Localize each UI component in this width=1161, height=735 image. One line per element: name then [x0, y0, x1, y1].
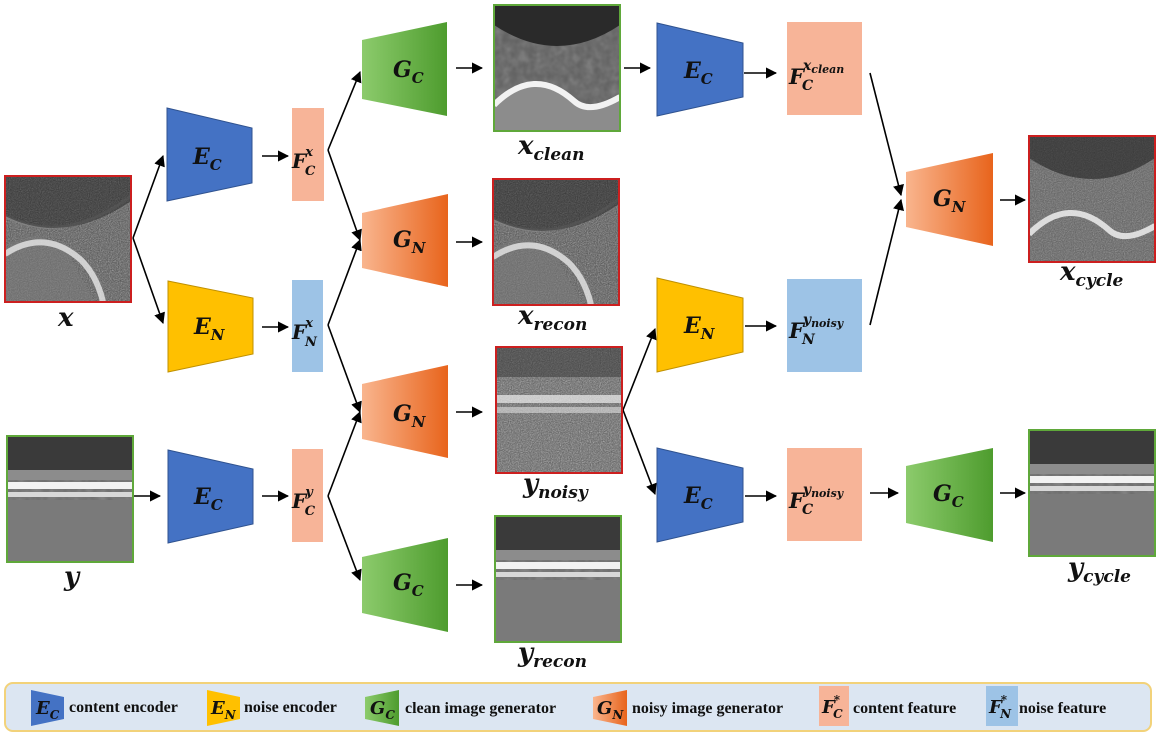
- legend: EC content encoder EN noise encoder GC c…: [4, 682, 1152, 732]
- image-y-input: [6, 435, 134, 563]
- svg-text:GC: GC: [370, 698, 395, 722]
- svg-text:EC: EC: [35, 698, 60, 722]
- content-feature-x: Fx C: [291, 108, 324, 201]
- clean-generator-2: GC: [362, 538, 448, 632]
- image-x-input: [4, 175, 132, 303]
- content-feature-x-clean: Fxclean C: [787, 22, 862, 115]
- clean-generator-1: GC: [362, 22, 447, 116]
- image-x-recon: [492, 178, 620, 306]
- noise-feature-y-noisy: Fynoisy N: [787, 279, 862, 372]
- image-y-recon: [494, 515, 622, 643]
- noisy-generator-2: GN: [362, 365, 448, 458]
- label-y-cycle: ycycle: [1067, 553, 1131, 587]
- content-encoder-x-clean: EC: [656, 22, 744, 117]
- svg-text:GN: GN: [597, 698, 624, 722]
- svg-text:noise feature: noise feature: [1019, 700, 1106, 717]
- label-x-cycle: xcycle: [1059, 257, 1124, 291]
- svg-text:EC: EC: [683, 483, 713, 513]
- legend-item-noisy-generator: GN noisy image generator: [593, 690, 783, 726]
- svg-text:GC: GC: [933, 481, 964, 511]
- svg-text:EN: EN: [193, 314, 226, 344]
- content-encoder-y: EC: [167, 449, 254, 544]
- noisy-generator-cycle: GN: [906, 153, 993, 246]
- svg-text:F*C: F* C: [821, 693, 843, 721]
- label-y-noisy: ynoisy: [522, 469, 589, 503]
- svg-text:EC: EC: [193, 484, 223, 514]
- content-feature-y-noisy: Fynoisy C: [787, 448, 862, 541]
- content-encoder-y-noisy: EC: [656, 447, 744, 543]
- svg-text:EN: EN: [210, 698, 237, 722]
- label-x: x: [57, 303, 74, 333]
- svg-text:content feature: content feature: [853, 700, 956, 717]
- svg-text:EN: EN: [683, 313, 716, 343]
- svg-text:GN: GN: [933, 186, 967, 216]
- svg-text:FxN: Fx N: [291, 316, 318, 350]
- legend-item-clean-generator: GC clean image generator: [365, 690, 556, 726]
- noise-encoder-x: EN: [167, 280, 254, 373]
- svg-text:content encoder: content encoder: [69, 699, 178, 716]
- content-encoder-x: EC: [166, 107, 253, 202]
- svg-text:GN: GN: [393, 401, 427, 431]
- flow-arrows: [132, 62, 1027, 591]
- label-x-clean: xclean: [517, 131, 585, 165]
- noisy-generator-1: GN: [362, 194, 448, 287]
- label-y: y: [63, 562, 81, 592]
- legend-item-content-feature: F* C content feature: [819, 686, 956, 726]
- svg-text:FyC: Fy C: [291, 485, 316, 519]
- noise-encoder-y-noisy: EN: [656, 277, 744, 373]
- legend-item-noise-feature: F* N noise feature: [986, 686, 1106, 726]
- svg-text:GN: GN: [393, 227, 427, 257]
- legend-item-content-encoder: EC content encoder: [31, 690, 178, 726]
- svg-text:GC: GC: [393, 570, 424, 600]
- noise-feature-x: Fx N: [291, 280, 323, 372]
- label-y-recon: yrecon: [517, 638, 587, 672]
- svg-text:FxC: Fx C: [291, 145, 316, 179]
- svg-text:EC: EC: [192, 144, 222, 174]
- image-x-clean: [493, 4, 621, 132]
- image-x-cycle: [1028, 135, 1156, 263]
- svg-text:F*N: F* N: [988, 693, 1012, 721]
- image-y-cycle: [1028, 429, 1156, 557]
- image-y-noisy: [495, 346, 623, 474]
- svg-text:EC: EC: [683, 58, 713, 88]
- svg-text:noise encoder: noise encoder: [244, 699, 337, 716]
- content-feature-y: Fy C: [291, 449, 323, 542]
- svg-text:noisy image generator: noisy image generator: [632, 700, 783, 717]
- label-x-recon: xrecon: [517, 301, 587, 335]
- svg-text:clean image generator: clean image generator: [405, 700, 556, 717]
- clean-generator-cycle: GC: [906, 448, 993, 542]
- svg-text:GC: GC: [393, 57, 424, 87]
- legend-item-noise-encoder: EN noise encoder: [207, 690, 337, 726]
